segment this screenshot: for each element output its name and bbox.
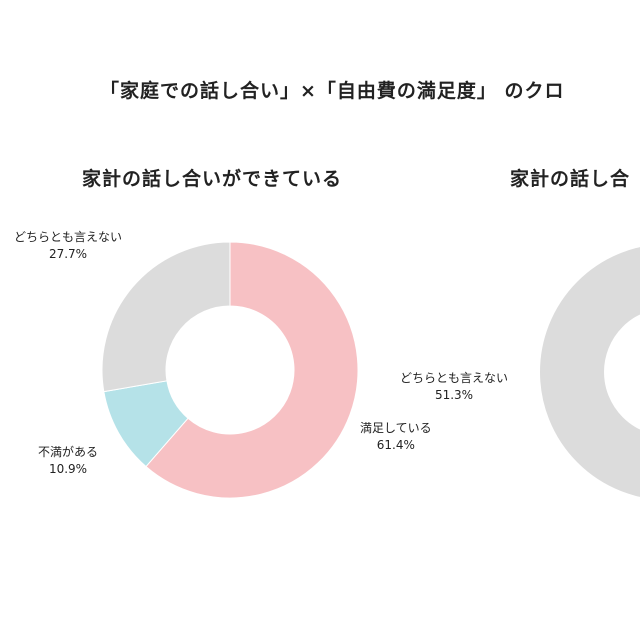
slice-label-value: 51.3% xyxy=(434,388,474,402)
slice-label-name: どちらとも言えない xyxy=(400,371,509,385)
donut-slice-2 xyxy=(101,241,231,393)
slice-label-value: 61.4% xyxy=(376,438,415,452)
slice-label-name: 満足している xyxy=(360,421,432,435)
chart-1-label-dissatisfied: 不満がある 10.9% xyxy=(38,444,98,478)
slice-label-name: どちらとも言えない xyxy=(14,230,123,244)
donut-chart-2 xyxy=(540,247,640,497)
slice-label-name: 不満がある xyxy=(38,445,99,459)
chart-1-label-neutral: どちらとも言えない 27.7% xyxy=(14,229,122,263)
slice-label-value: 27.7% xyxy=(48,247,88,261)
chart-2-title: 家計の話し合 xyxy=(510,168,631,190)
page-title: 「家庭での話し合い」×「自由費の満足度」 のクロ xyxy=(100,80,565,102)
chart-2-label-neutral: どちらとも言えない 51.3% xyxy=(400,370,508,404)
slice-label-value: 10.9% xyxy=(48,462,88,476)
donut-slice-0 xyxy=(145,241,359,499)
donut-slice xyxy=(540,247,640,497)
donut-chart-1 xyxy=(101,241,359,499)
chart-1-label-satisfied: 満足している 61.4% xyxy=(360,420,432,454)
chart-1-title: 家計の話し合いができている xyxy=(82,168,343,190)
